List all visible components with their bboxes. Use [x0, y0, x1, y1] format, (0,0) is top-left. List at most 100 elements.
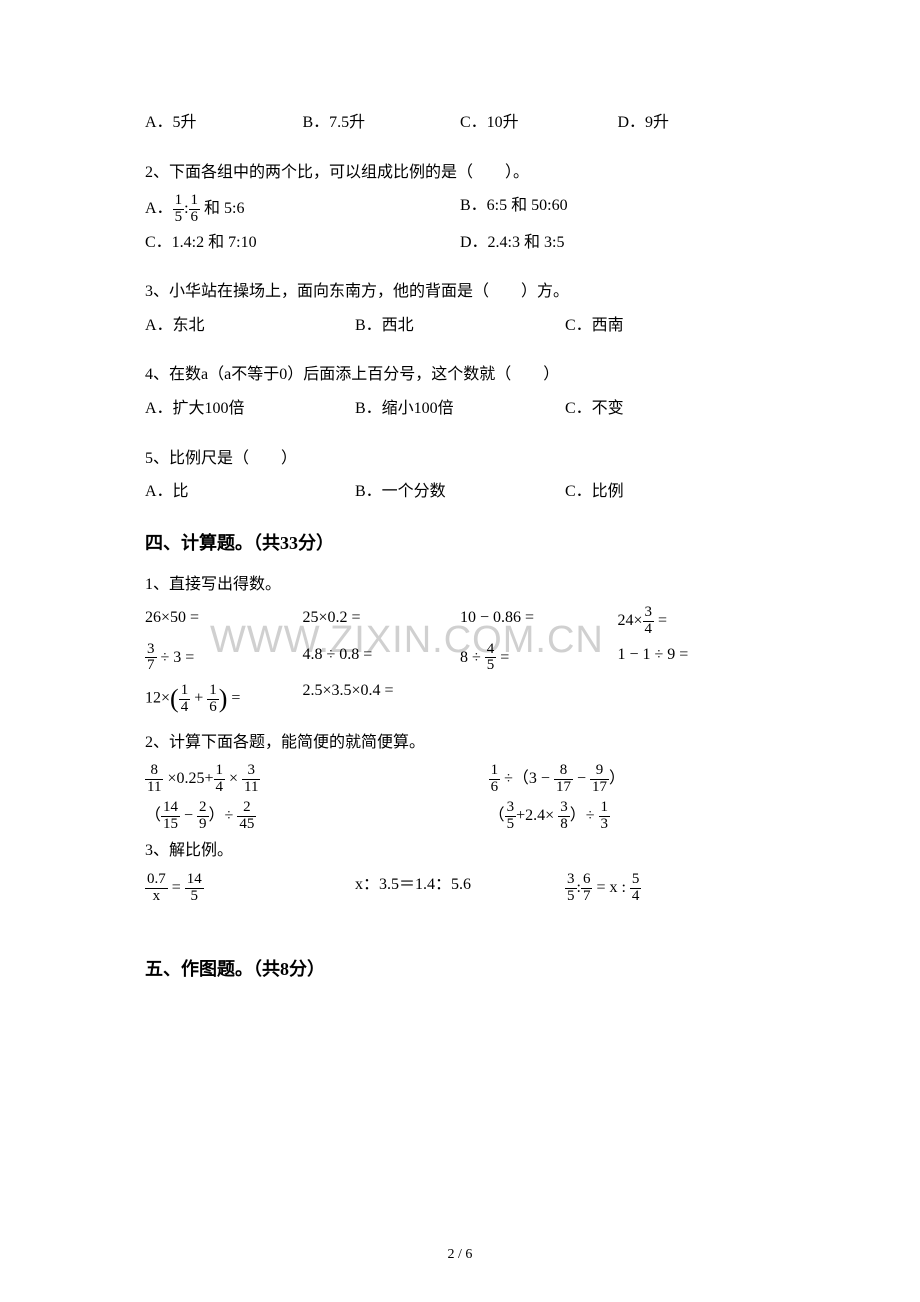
- r1c4: 24×34 =: [618, 605, 776, 638]
- sec4-p2: 2、计算下面各题，能简便的就简便算。: [145, 730, 775, 756]
- q4: 4、在数a（a不等于0）后面添上百分号，这个数就（ ） A．扩大100倍 B．缩…: [145, 362, 775, 421]
- txt: =: [496, 649, 509, 666]
- blank: [460, 678, 618, 720]
- r3c1: 12×(14 + 16) =: [145, 678, 303, 720]
- frac: 0.7x: [145, 872, 168, 905]
- frac-num: 1: [489, 763, 501, 780]
- frac: 16: [207, 683, 219, 716]
- frac-num: 0.7: [145, 872, 168, 889]
- frac-den: 6: [489, 780, 501, 796]
- frac-den: 5: [173, 210, 185, 226]
- content: A．5升 B．7.5升 C．10升 D．9升 2、下面各组中的两个比，可以组成比…: [145, 110, 775, 983]
- s3: 35:67 = x : 54: [565, 872, 775, 905]
- frac: 145: [185, 872, 204, 905]
- e1: 811 ×0.25+14 × 311: [145, 763, 489, 796]
- frac: 16: [489, 763, 501, 796]
- rp: ）÷: [570, 807, 599, 824]
- q3-optB: B．西北: [355, 313, 565, 339]
- txt: =: [227, 690, 240, 707]
- tail: 和 5:6: [200, 200, 244, 217]
- frac: 811: [145, 763, 163, 796]
- r1c3: 10 − 0.86 =: [460, 605, 618, 638]
- txt: 24×: [618, 612, 643, 629]
- q3-optC: C．西南: [565, 313, 775, 339]
- q4-stem: 4、在数a（a不等于0）后面添上百分号，这个数就（ ）: [145, 362, 775, 388]
- frac-num: 3: [145, 642, 157, 659]
- lp: （: [489, 807, 505, 824]
- lp: （: [145, 807, 161, 824]
- q2-optB: B．6:5 和 50:60: [460, 193, 775, 226]
- q3-stem: 3、小华站在操场上，面向东南方，他的背面是（ ）方。: [145, 279, 775, 305]
- frac-num: 3: [505, 800, 517, 817]
- q4-optB: B．缩小100倍: [355, 396, 565, 422]
- frac-den: 11: [145, 780, 163, 796]
- txt: ×: [225, 770, 242, 787]
- frac-num: 3: [558, 800, 570, 817]
- frac: 311: [242, 763, 260, 796]
- txt: =: [168, 879, 185, 896]
- solve-row: 0.7x = 145 x：3.5＝1.4：5.6 35:67 = x : 54: [145, 872, 775, 905]
- frac-den: 6: [189, 210, 201, 226]
- frac-num: 14: [161, 800, 180, 817]
- txt: ）: [609, 770, 625, 787]
- frac: 37: [145, 642, 157, 675]
- q3: 3、小华站在操场上，面向东南方，他的背面是（ ）方。 A．东北 B．西北 C．西…: [145, 279, 775, 338]
- frac-den: 5: [485, 658, 497, 674]
- e2: 16 ÷（3 − 817 − 917）: [489, 763, 775, 796]
- s1: 0.7x = 145: [145, 872, 355, 905]
- lparen: (: [170, 684, 179, 713]
- frac-num: 1: [599, 800, 611, 817]
- calc-row-2: 37 ÷ 3 = 4.8 ÷ 0.8 = 8 ÷ 45 = 1 − 1 ÷ 9 …: [145, 642, 775, 675]
- frac-den: x: [145, 889, 168, 905]
- frac: 54: [630, 872, 642, 905]
- q5-optA: A．比: [145, 479, 355, 505]
- txt: +2.4×: [516, 807, 558, 824]
- txt: ÷ 3 =: [157, 649, 195, 666]
- frac-den: 4: [179, 700, 191, 716]
- frac-den: 15: [161, 817, 180, 833]
- frac-den: 4: [643, 622, 655, 638]
- r1c2: 25×0.2 =: [303, 605, 461, 638]
- r2c4: 1 − 1 ÷ 9 =: [618, 642, 776, 675]
- q2: 2、下面各组中的两个比，可以组成比例的是（ ）。 A．15:16 和 5:6 B…: [145, 160, 775, 256]
- frac-num: 14: [185, 872, 204, 889]
- frac: 34: [643, 605, 655, 638]
- sec5-title: 五、作图题。（共8分）: [145, 955, 775, 984]
- txt: ×0.25+: [163, 770, 213, 787]
- q2-optA-pre: A．: [145, 200, 173, 217]
- txt: = x :: [592, 879, 629, 896]
- frac: 14: [214, 763, 226, 796]
- frac-den: 8: [558, 817, 570, 833]
- frac: 35: [505, 800, 517, 833]
- frac-den: 17: [554, 780, 573, 796]
- page-number: 2 / 6: [0, 1244, 920, 1266]
- frac-den: 5: [505, 817, 517, 833]
- frac-den: 3: [599, 817, 611, 833]
- frac: 1415: [161, 800, 180, 833]
- frac-num: 2: [197, 800, 209, 817]
- txt: −: [573, 770, 590, 787]
- q2-optC: C．1.4:2 和 7:10: [145, 230, 460, 256]
- q5-optB: B．一个分数: [355, 479, 565, 505]
- q2-optD: D．2.4:3 和 3:5: [460, 230, 775, 256]
- sec4-p1: 1、直接写出得数。: [145, 572, 775, 598]
- q1-optD: D．9升: [618, 110, 776, 136]
- frac-den: 4: [214, 780, 226, 796]
- txt: 12×: [145, 690, 170, 707]
- frac: 35: [565, 872, 577, 905]
- frac-num: 1: [189, 193, 201, 210]
- txt: −: [180, 807, 197, 824]
- frac-den: 7: [145, 658, 157, 674]
- frac-num: 6: [581, 872, 593, 889]
- blank: [618, 678, 776, 720]
- frac-num: 1: [173, 193, 185, 210]
- q5-optC: C．比例: [565, 479, 775, 505]
- frac-num: 3: [242, 763, 260, 780]
- frac-num: 1: [179, 683, 191, 700]
- frac: 13: [599, 800, 611, 833]
- frac-num: 8: [554, 763, 573, 780]
- q3-optA: A．东北: [145, 313, 355, 339]
- r3c2: 2.5×3.5×0.4 =: [303, 678, 461, 720]
- rp: ）÷: [209, 807, 238, 824]
- r2c1: 37 ÷ 3 =: [145, 642, 303, 675]
